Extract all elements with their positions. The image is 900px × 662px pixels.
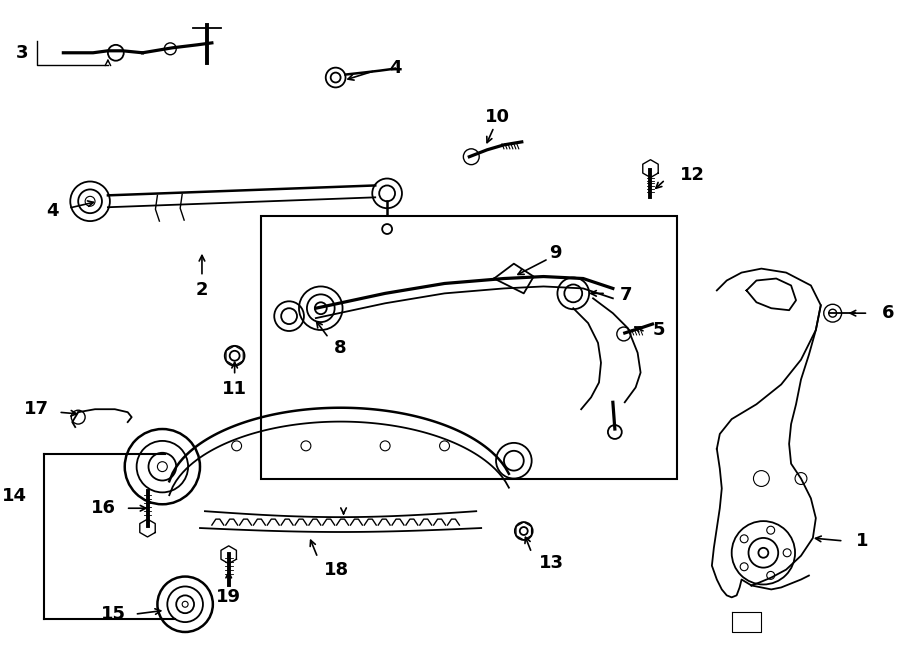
Text: 18: 18 (324, 561, 349, 579)
Text: 4: 4 (389, 59, 401, 77)
Text: 19: 19 (216, 589, 241, 606)
Text: 16: 16 (91, 499, 116, 517)
Text: 5: 5 (652, 321, 665, 339)
Text: 14: 14 (2, 487, 27, 505)
Text: 13: 13 (538, 553, 563, 572)
Text: 2: 2 (195, 281, 208, 299)
Text: 10: 10 (484, 108, 509, 126)
Text: 7: 7 (620, 287, 633, 305)
Text: 15: 15 (101, 605, 126, 623)
Text: 3: 3 (16, 44, 29, 62)
Text: 1: 1 (855, 532, 868, 550)
Text: 11: 11 (222, 381, 248, 399)
Text: 4: 4 (46, 202, 58, 220)
Bar (261, 216, 677, 479)
Text: 12: 12 (680, 166, 706, 183)
Text: 6: 6 (882, 304, 895, 322)
Text: 17: 17 (23, 401, 49, 418)
Text: 8: 8 (334, 339, 346, 357)
Text: 9: 9 (549, 244, 562, 261)
